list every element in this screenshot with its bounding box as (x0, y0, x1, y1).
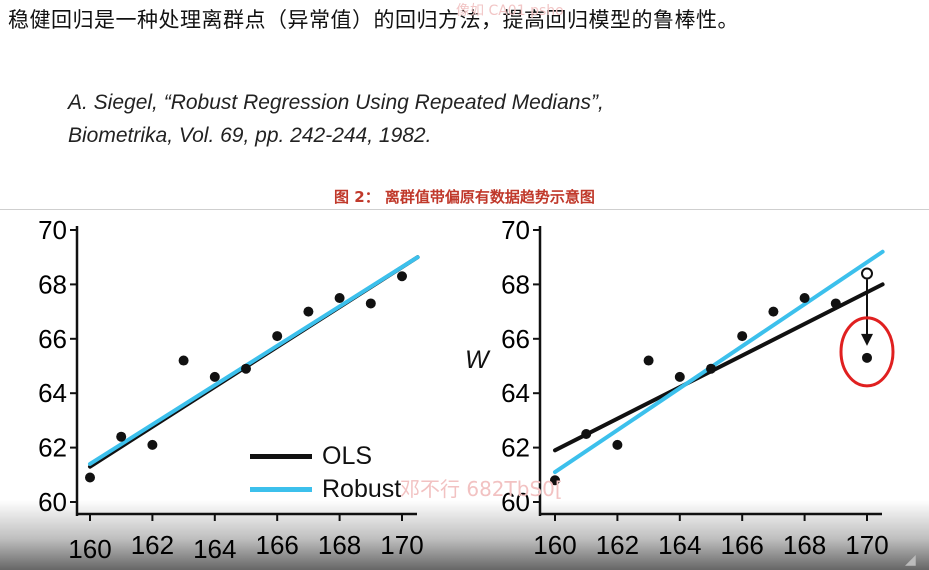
figure-title: 图 2： 离群值带偏原有数据趋势示意图 (334, 188, 595, 206)
chart1-data-point (116, 431, 127, 442)
chart1-data-point (272, 331, 283, 342)
y-axis-label-w: W (465, 346, 489, 374)
chart1-x-tick-label: 160 (68, 534, 111, 564)
chart1-y-tick-label: 62 (38, 433, 67, 463)
chart1-y-tick-label: 64 (38, 378, 67, 408)
watermark-top: 像如 CA01 psho (456, 3, 564, 19)
chart1-x-tick-label: 170 (380, 530, 423, 560)
chart1-data-point (147, 439, 158, 450)
figure-divider (0, 209, 929, 210)
chart2-data-point (581, 429, 592, 439)
chart2-shift-arrow-head (861, 333, 873, 346)
chart2-data-point (550, 475, 560, 486)
chart1-x-tick-label: 166 (256, 530, 299, 560)
legend-item-robust: Robust (250, 473, 401, 506)
legend-swatch-ols (250, 454, 312, 459)
chart2-y-tick-label: 70 (501, 215, 530, 245)
chart2-x-tick-label: 170 (845, 530, 888, 560)
chart1-data-point (241, 363, 251, 374)
chart2-y-tick-label: 62 (501, 433, 530, 463)
legend: OLS Robust (250, 440, 401, 506)
chart2-y-tick-label: 66 (501, 324, 530, 354)
chart2-x-tick-label: 160 (533, 530, 576, 560)
legend-label-ols: OLS (322, 442, 373, 470)
chart1-y-tick-label: 66 (38, 324, 67, 354)
chart1-data-point (334, 293, 345, 303)
chart1-line-robust (88, 255, 420, 466)
chart2-data-point (799, 293, 810, 303)
chart2-data-point (737, 331, 748, 342)
chart1-data-point (365, 298, 376, 309)
chart2-x-tick-label: 166 (721, 530, 764, 560)
chart1-data-point (85, 472, 95, 483)
chart2-data-point (706, 363, 716, 374)
chart2-line-ols (553, 282, 885, 453)
chart2-line-robust (553, 249, 885, 475)
chart1-y-tick-label: 70 (38, 215, 67, 245)
chart2-data-point (643, 355, 654, 366)
corner-arrow-icon: ◢ (905, 552, 916, 568)
chart1-data-point (397, 271, 407, 282)
chart2-y-tick-label: 64 (501, 378, 530, 408)
citation-line-1: A. Siegel, “Robust Regression Using Repe… (68, 91, 604, 114)
chart1-x-tick-label: 168 (318, 530, 361, 560)
chart2-data-point (830, 298, 841, 309)
chart2-data-point (862, 352, 872, 363)
chart2-original-point (861, 267, 873, 280)
chart1-y-tick-label: 60 (38, 487, 67, 517)
chart2-x-tick-label: 168 (783, 530, 826, 560)
chart2-data-point (674, 371, 685, 382)
chart1-data-point (178, 355, 189, 366)
legend-label-robust: Robust (322, 475, 402, 503)
citation: A. Siegel, “Robust Regression Using Repe… (68, 86, 604, 152)
chart1-x-tick-label: 164 (193, 534, 236, 564)
chart2-x-tick-label: 162 (596, 530, 639, 560)
citation-line-2: Biometrika, Vol. 69, pp. 242-244, 1982. (68, 124, 432, 147)
chart2-data-point (768, 306, 779, 317)
legend-swatch-robust (250, 487, 312, 492)
chart2-y-tick-label: 68 (501, 269, 530, 299)
watermark-bottom: 邓不行 682TbS0[ (400, 477, 563, 501)
legend-item-ols: OLS (250, 440, 401, 473)
chart1-x-tick-label: 162 (131, 530, 174, 560)
chart1-data-point (303, 306, 314, 317)
chart1-data-point (209, 371, 220, 382)
chart2-outlier-highlight-circle (839, 316, 895, 388)
headline-text: 稳健回归是一种处理离群点（异常值）的回归方法，提高回归模型的鲁棒性。 (8, 8, 739, 32)
chart1-y-tick-label: 68 (38, 269, 67, 299)
chart2-x-tick-label: 164 (658, 530, 701, 560)
chart2-data-point (612, 439, 623, 450)
